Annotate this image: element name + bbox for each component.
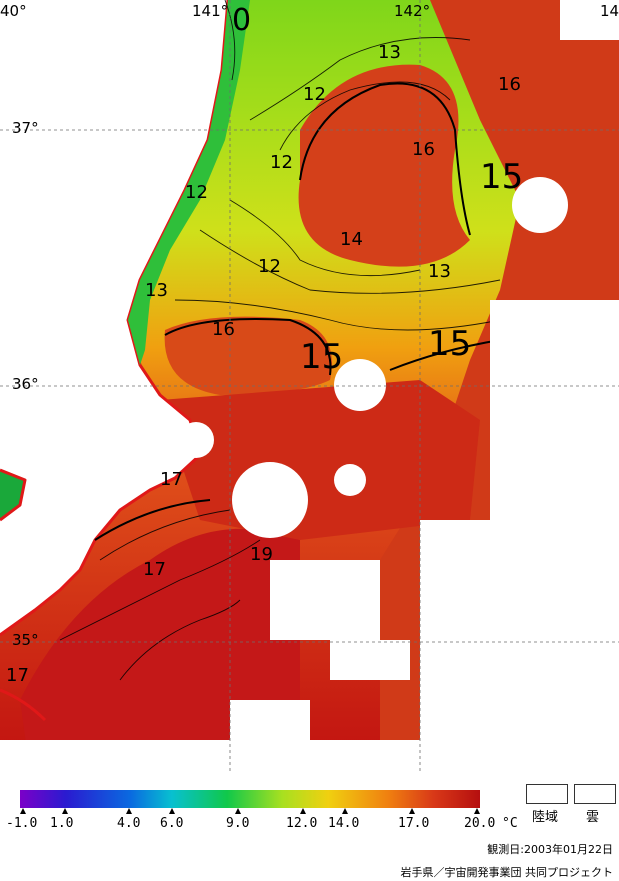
isotherm-line [164, 318, 332, 376]
isotherm-line [199, 229, 501, 294]
colorbar-tick-label: 20.0 [464, 816, 496, 831]
isotherm-label: 13 [145, 280, 168, 301]
warm-eddy-north [298, 64, 470, 267]
isotherm-line [249, 37, 471, 121]
latitude-label: 37° [12, 119, 39, 137]
isotherm-label: 19 [250, 544, 273, 565]
temperature-colorbar [20, 790, 480, 814]
isotherm-label: 16 [212, 319, 235, 340]
isotherm-line [229, 199, 421, 277]
isotherm-line [99, 509, 231, 561]
isotherm-label: 12 [303, 84, 326, 105]
warm-eddy-center [164, 316, 332, 395]
isotherm-label: 17 [160, 469, 183, 490]
colorbar-tick-label: 12.0 [286, 816, 318, 831]
land-legend-swatch [526, 784, 568, 804]
colorbar-tick-label: 6.0 [160, 816, 184, 831]
colorbar-unit: °C [502, 816, 518, 831]
cloud-legend-label: 雲 [586, 810, 600, 825]
colorbar-tick-label: -1.0 [6, 816, 38, 831]
isotherm-line [94, 499, 211, 541]
land-honshu [0, 0, 228, 635]
isotherm-label: 16 [412, 139, 435, 160]
colorbar-tick-label: 9.0 [226, 816, 250, 831]
observation-date: 観測日:2003年01月22日 [487, 843, 613, 856]
credit-line: 岩手県／宇宙開発事業団 共同プロジェクト [400, 866, 614, 879]
isotherm-label: 13 [428, 261, 451, 282]
isotherm-line [279, 81, 451, 151]
isotherm-line [174, 299, 501, 331]
isotherm-label-large: 15 [300, 337, 343, 377]
isotherm-label: 17 [143, 559, 166, 580]
coastline-south [0, 688, 47, 722]
isotherm-label: 12 [258, 256, 281, 277]
isotherm-line [299, 82, 471, 236]
warm-region-south-mid [160, 380, 480, 540]
longitude-label: 40° [0, 2, 27, 20]
land-legend-label: 陸域 [532, 810, 559, 825]
isotherm-label: 12 [270, 152, 293, 173]
isotherm-line [59, 539, 261, 641]
cloud-patches [0, 0, 619, 772]
coastal-cold-band [128, 0, 250, 365]
isotherm-label: 13 [378, 42, 401, 63]
isotherm-label: 0 [232, 3, 251, 38]
lat-lon-grid [0, 0, 619, 772]
land-boso [0, 470, 25, 520]
isotherm-line [224, 0, 236, 81]
isotherm-line [389, 339, 501, 371]
latitude-label: 35° [12, 631, 39, 649]
sea-surface-temperature-map: 40° 141° 142° 14 37° 36° 35° 12 13 12 16… [0, 0, 619, 772]
latitude-label: 36° [12, 375, 39, 393]
isotherm-label-large: 15 [428, 324, 471, 364]
isotherm-label: 12 [185, 182, 208, 203]
longitude-label: 141° [192, 2, 228, 20]
longitude-label: 14 [600, 2, 619, 20]
colorbar-tick-label: 4.0 [117, 816, 141, 831]
colorbar-tick-label: 14.0 [328, 816, 360, 831]
isotherm-label: 17 [6, 665, 29, 686]
colorbar-tick-label: 1.0 [50, 816, 74, 831]
isotherm-label: 16 [498, 74, 521, 95]
isotherm-label-large: 15 [480, 157, 523, 197]
colorbar-tick-label: 17.0 [398, 816, 430, 831]
longitude-label: 142° [394, 2, 430, 20]
cloud-legend-swatch [574, 784, 616, 804]
isotherm-label: 14 [340, 229, 363, 250]
coastline-west [0, 468, 27, 522]
